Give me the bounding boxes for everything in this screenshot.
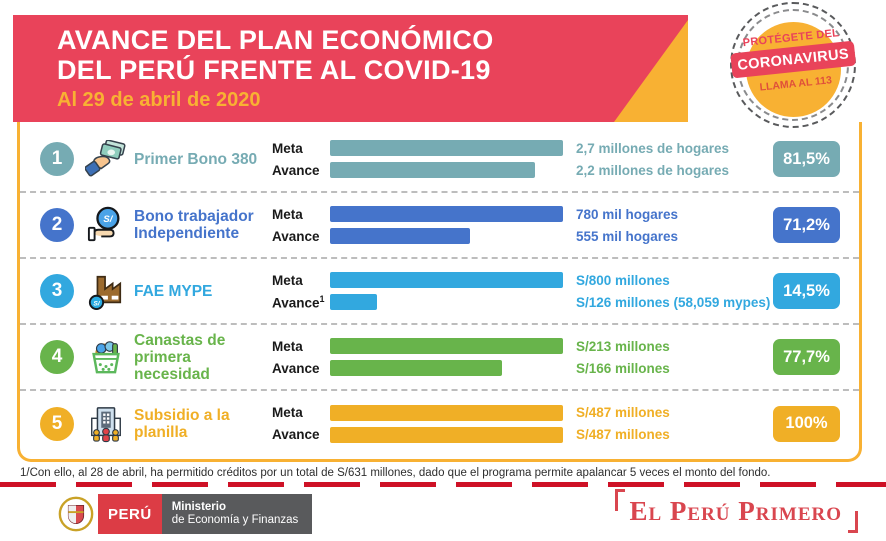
program-row: 4 Canastas de primera necesidad — [20, 325, 859, 391]
report-date: Al 29 de abril de 2020 — [57, 89, 261, 111]
basket-icon — [83, 338, 129, 376]
mef-ministry-label: Ministerio de Economía y Finanzas — [161, 494, 312, 534]
program-row: 2 S/ Bono trabajador Independiente Meta … — [20, 193, 859, 259]
coronavirus-stamp: PROTÉGETE DEL CORONAVIRUS LLAMA AL 113 — [728, 2, 860, 132]
program-title: Canastas de primera necesidad — [134, 331, 226, 383]
avance-label: Avance — [272, 360, 320, 376]
meta-label: Meta — [272, 272, 303, 288]
program-list: 1 Primer Bono 380 Meta 2,7 millones de h… — [20, 127, 859, 456]
header-banner: AVANCE DEL PLAN ECONÓMICO DEL PERÚ FRENT… — [13, 15, 688, 122]
meta-value: S/487 millones — [576, 405, 670, 420]
avance-value: S/166 millones — [576, 360, 670, 376]
avance-bar — [330, 426, 563, 443]
meta-value: 2,7 millones de hogares — [576, 140, 730, 156]
avance-label: Avance1 — [272, 293, 325, 311]
meta-bar — [330, 140, 563, 156]
meta-bar — [330, 272, 563, 288]
mef-logo: PERÚ Ministerio de Economía y Finanzas — [54, 494, 312, 534]
peru-coat-of-arms-icon — [54, 494, 98, 534]
svg-text:S/: S/ — [93, 300, 100, 307]
meta-label: Meta — [272, 338, 303, 354]
bracket-bottom-right — [848, 511, 858, 533]
page-title-line2: DEL PERÚ FRENTE AL COVID-19 — [57, 55, 491, 85]
avance-value: S/126 millones (58,059 mypes) — [576, 294, 771, 310]
program-title: FAE MYPE — [134, 282, 213, 300]
page-title-line1: AVANCE DEL PLAN ECONÓMICO — [57, 25, 494, 55]
avance-label: Avance — [272, 228, 320, 244]
meta-value: S/800 millones — [576, 272, 670, 288]
mef-country-label: PERÚ — [98, 494, 162, 534]
money-in-hand-icon — [83, 140, 129, 178]
red-dashed-divider — [0, 482, 886, 487]
bracket-top-left — [615, 489, 626, 511]
row-number-badge: 1 — [40, 142, 74, 176]
avance-label: Avance — [272, 427, 320, 442]
meta-bar — [330, 206, 563, 222]
content-frame — [17, 122, 862, 462]
meta-label: Meta — [272, 206, 303, 222]
row-number-badge: 3 — [40, 274, 74, 308]
footnote: 1/Con ello, al 28 de abril, ha permitido… — [20, 467, 771, 479]
program-title: Primer Bono 380 — [134, 150, 258, 168]
avance-value: 2,2 millones de hogares — [576, 162, 730, 178]
meta-label: Meta — [272, 140, 303, 156]
meta-label: Meta — [272, 405, 303, 420]
program-row: 1 Primer Bono 380 Meta 2,7 millones de h… — [20, 127, 859, 193]
avance-label: Avance — [272, 162, 320, 178]
avance-bar — [330, 360, 503, 376]
svg-text:S/: S/ — [103, 214, 113, 225]
building-people-icon — [83, 405, 129, 443]
program-row: 5 Subsidio a la planilla — [20, 391, 859, 456]
avance-footnote-marker: 1 — [319, 293, 325, 304]
program-title: Bono trabajador Independiente — [134, 208, 254, 242]
meta-value: S/213 millones — [576, 338, 670, 354]
page-title: AVANCE DEL PLAN ECONÓMICO DEL PERÚ FRENT… — [13, 15, 688, 85]
factory-icon: S/ — [83, 272, 129, 310]
row-number-badge: 4 — [40, 340, 74, 374]
avance-bar — [330, 228, 470, 244]
meta-bar — [330, 404, 563, 421]
progress-percent-badge: 71,2% — [773, 207, 840, 243]
progress-percent-badge: 14,5% — [773, 273, 840, 309]
avance-value: S/487 millones — [576, 427, 670, 442]
row-number-badge: 5 — [40, 406, 74, 441]
meta-bar — [330, 338, 563, 354]
row-number-badge: 2 — [40, 208, 74, 242]
avance-bar — [330, 294, 377, 310]
progress-percent-badge: 77,7% — [773, 339, 840, 375]
avance-bar — [330, 162, 536, 178]
meta-value: 780 mil hogares — [576, 206, 679, 222]
avance-value: 555 mil hogares — [576, 228, 679, 244]
progress-percent-badge: 81,5% — [773, 141, 840, 177]
program-row: 3 S/ FAE MYPE Meta S/800 millones — [20, 259, 859, 325]
el-peru-primero-logo: El Perú Primero — [615, 489, 858, 533]
slogan-text: El Perú Primero — [629, 496, 842, 526]
progress-percent-badge: 100% — [773, 405, 840, 442]
program-title: Subsidio a la planilla — [134, 406, 230, 441]
coin-in-hand-icon: S/ — [83, 206, 129, 244]
